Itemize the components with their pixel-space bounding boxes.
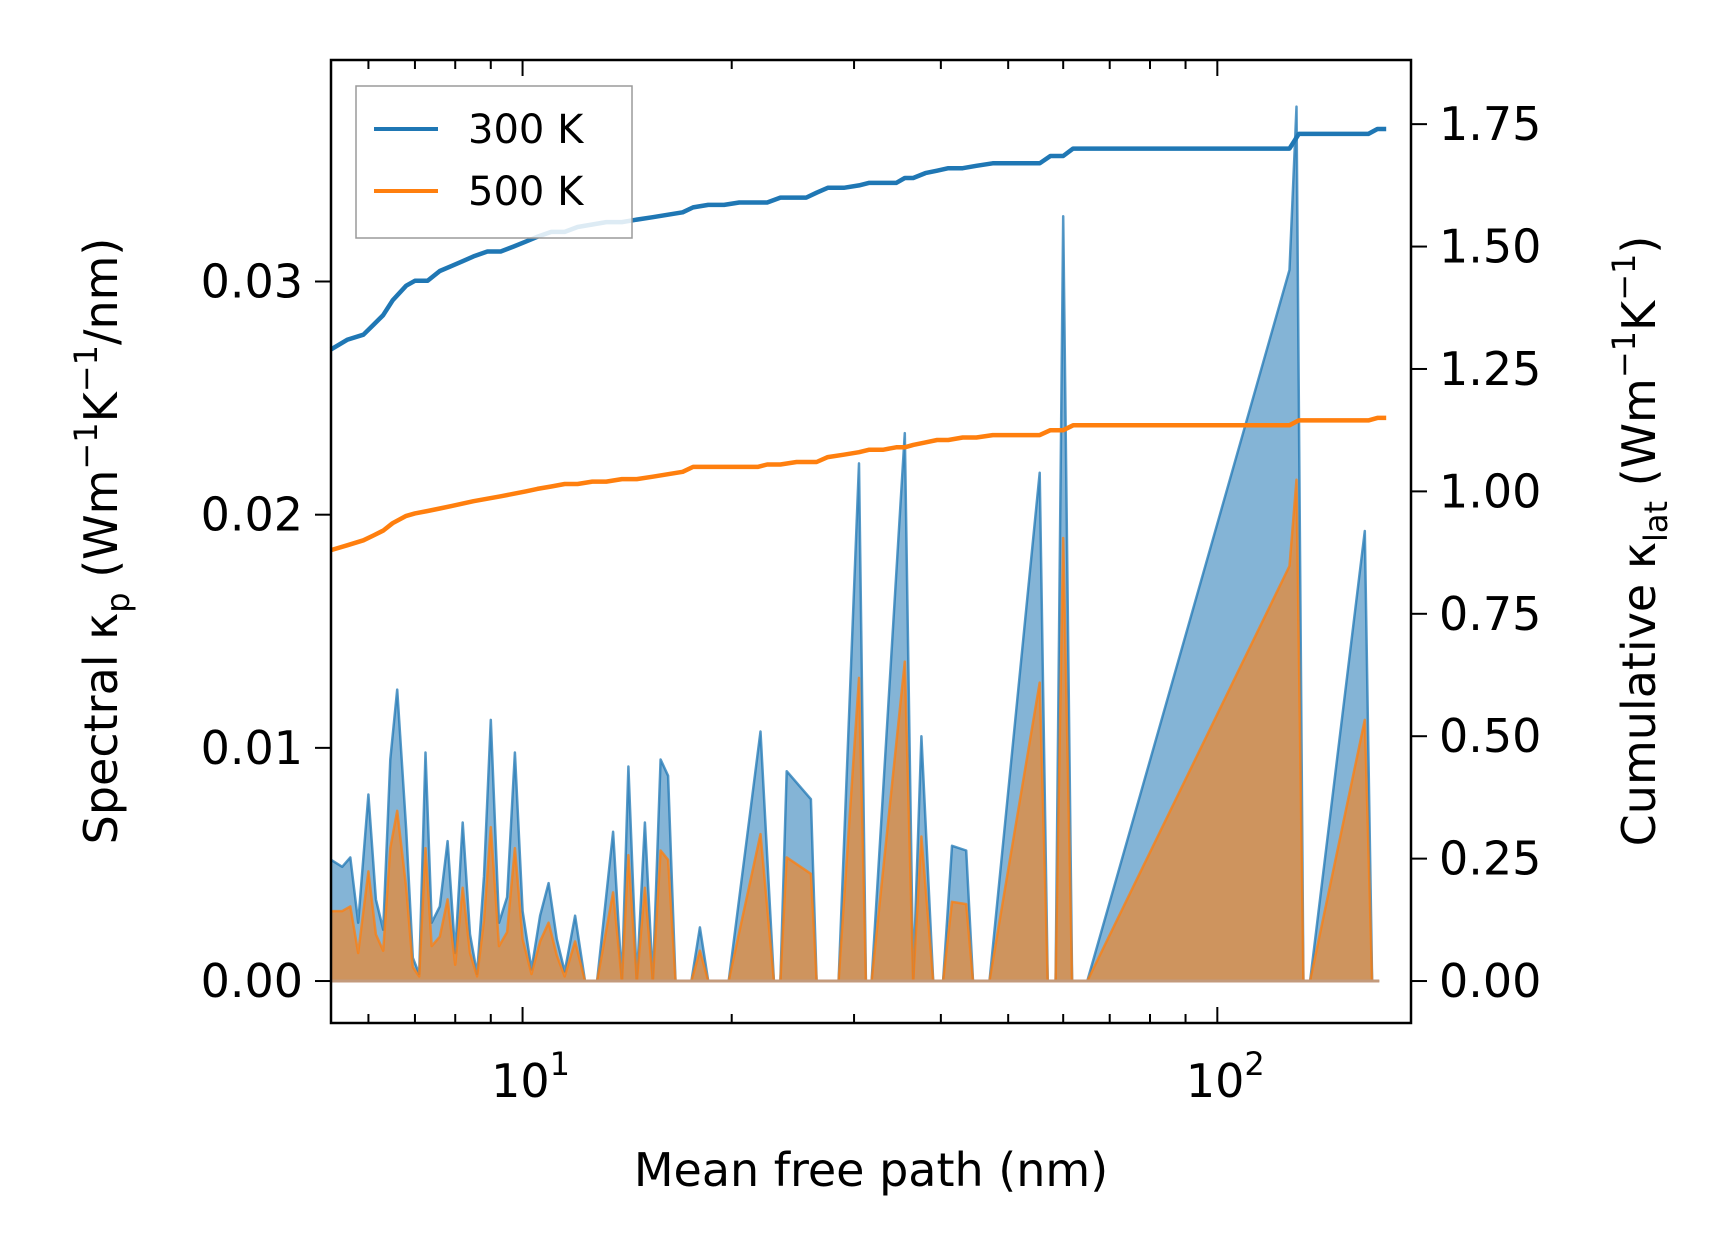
left-y-tick-label: 0.00 bbox=[201, 954, 303, 1008]
plot-area bbox=[329, 105, 1387, 983]
legend-box bbox=[355, 85, 633, 239]
spectral-500k-fill bbox=[331, 479, 1380, 981]
cumulative-300k-line bbox=[329, 126, 1387, 352]
plot-frame bbox=[329, 58, 1413, 1025]
legend-label-500k: 500 K bbox=[468, 169, 585, 215]
right-y-tick-label: 1.50 bbox=[1439, 220, 1541, 274]
right-y-tick-label: 0.75 bbox=[1439, 587, 1541, 641]
right-y-tick-label: 0.00 bbox=[1439, 954, 1541, 1008]
right-y-axis-label: Cumulative κlat (Wm−1K−1) bbox=[1605, 236, 1675, 847]
right-y-tick-label: 1.00 bbox=[1439, 464, 1541, 518]
legend-label-300k: 300 K bbox=[468, 107, 585, 153]
x-tick-label-10: 101 bbox=[491, 1045, 570, 1108]
legend: 300 K 500 K bbox=[355, 85, 633, 239]
left-y-tick-label: 0.02 bbox=[201, 488, 303, 542]
right-y-tick-label: 0.50 bbox=[1439, 709, 1541, 763]
left-y-tick-label: 0.01 bbox=[201, 721, 303, 775]
x-tick-label-100: 102 bbox=[1186, 1045, 1265, 1108]
right-y-tick-label: 1.25 bbox=[1439, 342, 1541, 396]
left-y-axis-label: Spectral κp (Wm−1K−1/nm) bbox=[67, 238, 137, 845]
x-axis-label: Mean free path (nm) bbox=[634, 1143, 1108, 1197]
cumulative-500k-line bbox=[330, 415, 1387, 553]
right-y-tick-label: 0.25 bbox=[1439, 832, 1541, 886]
right-y-tick-label: 1.75 bbox=[1439, 97, 1541, 151]
axis-ticks bbox=[315, 60, 1427, 1023]
left-y-tick-label: 0.03 bbox=[201, 255, 303, 309]
